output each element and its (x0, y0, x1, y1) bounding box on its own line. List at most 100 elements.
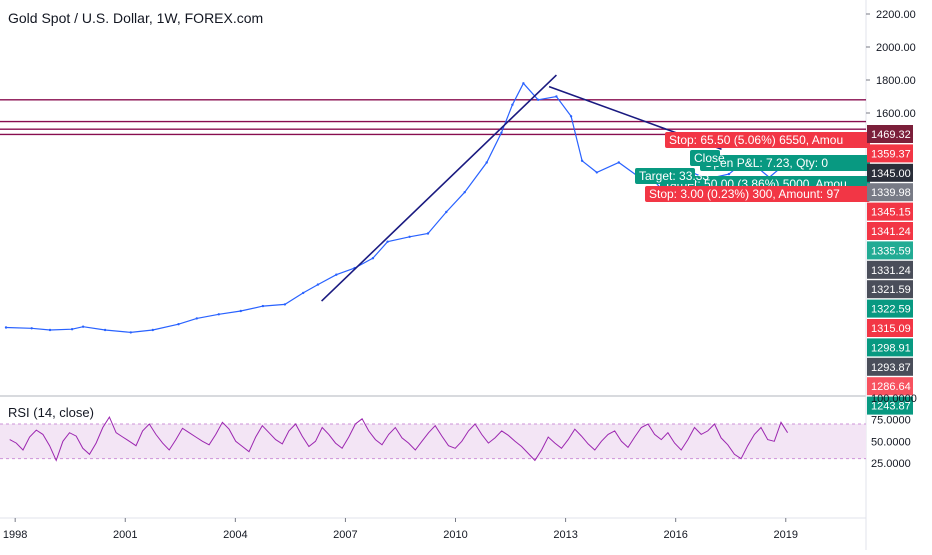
price-tag-text: 1331.24 (871, 265, 911, 277)
price-point (569, 115, 573, 118)
price-tag-text: 1298.91 (871, 342, 911, 354)
price-point (522, 82, 525, 85)
price-tag: 1469.32 (867, 125, 913, 143)
price-tag-text: 1243.87 (871, 401, 911, 413)
price-axis-tick-label: 2000.00 (876, 42, 916, 54)
order-label-text: Stop: 65.50 (5.06%) 6550, Amou (669, 133, 843, 147)
price-tag-box (867, 396, 913, 415)
rsi-axis-tick-label: 25.0000 (871, 458, 911, 470)
price-point (151, 328, 154, 332)
price-tag: 1359.37 (867, 144, 913, 163)
price-point (536, 98, 540, 102)
price-tag-box (867, 357, 913, 376)
price-tag: 1331.24 (867, 260, 913, 279)
price-tag-text: 1469.32 (871, 129, 911, 141)
price-point (727, 172, 731, 176)
price-tag-box (867, 280, 913, 299)
price-tag-box (867, 183, 913, 202)
rsi-axis-tick-label: 100.0000 (871, 393, 917, 405)
price-tag-text: 1315.09 (871, 323, 911, 335)
price-point (239, 309, 242, 313)
order-label-box (690, 150, 720, 166)
price-point (261, 304, 265, 308)
trendline (321, 74, 557, 302)
price-tag-box (867, 163, 913, 182)
price-point (302, 291, 305, 295)
price-point (316, 283, 320, 286)
price-tag-box (867, 260, 913, 279)
price-tag-box (867, 202, 913, 221)
price-point (595, 171, 598, 174)
rsi-axis-tick-label: 75.0000 (871, 415, 911, 427)
time-axis-tick-label: 2004 (223, 529, 247, 541)
time-axis-tick-label: 2007 (333, 529, 357, 541)
price-point (4, 326, 8, 329)
price-tag-text: 1341.24 (871, 226, 911, 238)
rsi-axis-tick-label: 50.0000 (871, 436, 911, 448)
price-tag-text: 1359.37 (871, 148, 911, 160)
price-point (30, 327, 33, 330)
price-tag-text: 1293.87 (871, 362, 911, 374)
order-label-box (700, 155, 870, 171)
price-point (217, 313, 220, 316)
price-tag: 1243.87 (867, 396, 913, 415)
price-point (463, 191, 466, 194)
price-axis-tick-label: 1600.00 (876, 108, 916, 120)
order-label-text: Target: 33.33 (639, 169, 709, 183)
price-point (386, 240, 389, 243)
price-point (555, 95, 558, 98)
price-point (408, 235, 411, 238)
price-point (500, 131, 503, 134)
order-label: Stop: 3.00 (0.23%) 300, Amount: 97 (645, 186, 870, 202)
chart-title: Gold Spot / U.S. Dollar, 1W, FOREX.com (8, 10, 264, 26)
price-tag: 1339.98 (867, 183, 913, 202)
order-label-box (645, 186, 870, 202)
price-tag: 1322.59 (867, 299, 913, 318)
price-tag: 1293.87 (867, 357, 913, 376)
price-tag-box (867, 319, 913, 337)
order-label-box (635, 168, 695, 184)
price-point (81, 325, 85, 328)
price-tag: 1286.64 (867, 377, 913, 396)
time-axis-tick-label: 2001 (113, 529, 137, 541)
price-tag-box (867, 338, 913, 357)
order-label: Open P&L: 7.23, Qty: 0 (700, 155, 870, 171)
price-point (195, 317, 198, 320)
price-axis-tick-label: 1800.00 (876, 75, 916, 87)
price-tag-text: 1345.15 (871, 207, 911, 219)
price-tag: 1345.15 (867, 202, 913, 221)
price-tag: 1345.00 (867, 163, 913, 182)
price-tag-text: 1339.98 (871, 187, 911, 199)
price-tag: 1298.91 (867, 338, 913, 357)
price-point (283, 303, 287, 306)
price-tag-text: 1322.59 (871, 304, 911, 316)
price-point (70, 328, 74, 331)
price-tag: 1335.59 (867, 241, 913, 260)
price-point (426, 232, 430, 235)
price-tag-text: 1345.00 (871, 168, 911, 180)
time-axis-tick-label: 2016 (663, 529, 687, 541)
price-tag: 1321.59 (867, 280, 913, 299)
time-axis-tick-label: 2019 (774, 529, 798, 541)
price-point (445, 210, 448, 214)
price-tag-text: 1335.59 (871, 245, 911, 257)
rsi-line (9, 416, 789, 462)
price-point (103, 328, 107, 332)
price-tag-box (867, 377, 913, 396)
price-tag: 1341.24 (867, 222, 913, 240)
order-label-text: Close (694, 151, 725, 165)
price-point (617, 161, 620, 164)
price-point (335, 273, 338, 276)
price-tag-text: 1321.59 (871, 284, 911, 296)
time-axis-tick-label: 2013 (553, 529, 577, 541)
order-label-text: Open P&L: 7.23, Qty: 0 (704, 156, 828, 170)
order-label-box (665, 132, 870, 148)
price-point (511, 103, 514, 107)
rsi-title: RSI (14, close) (8, 405, 94, 420)
time-axis-tick-label: 2010 (443, 529, 467, 541)
price-point (485, 161, 488, 164)
price-tag-box (867, 241, 913, 260)
order-label: Close (690, 150, 725, 166)
